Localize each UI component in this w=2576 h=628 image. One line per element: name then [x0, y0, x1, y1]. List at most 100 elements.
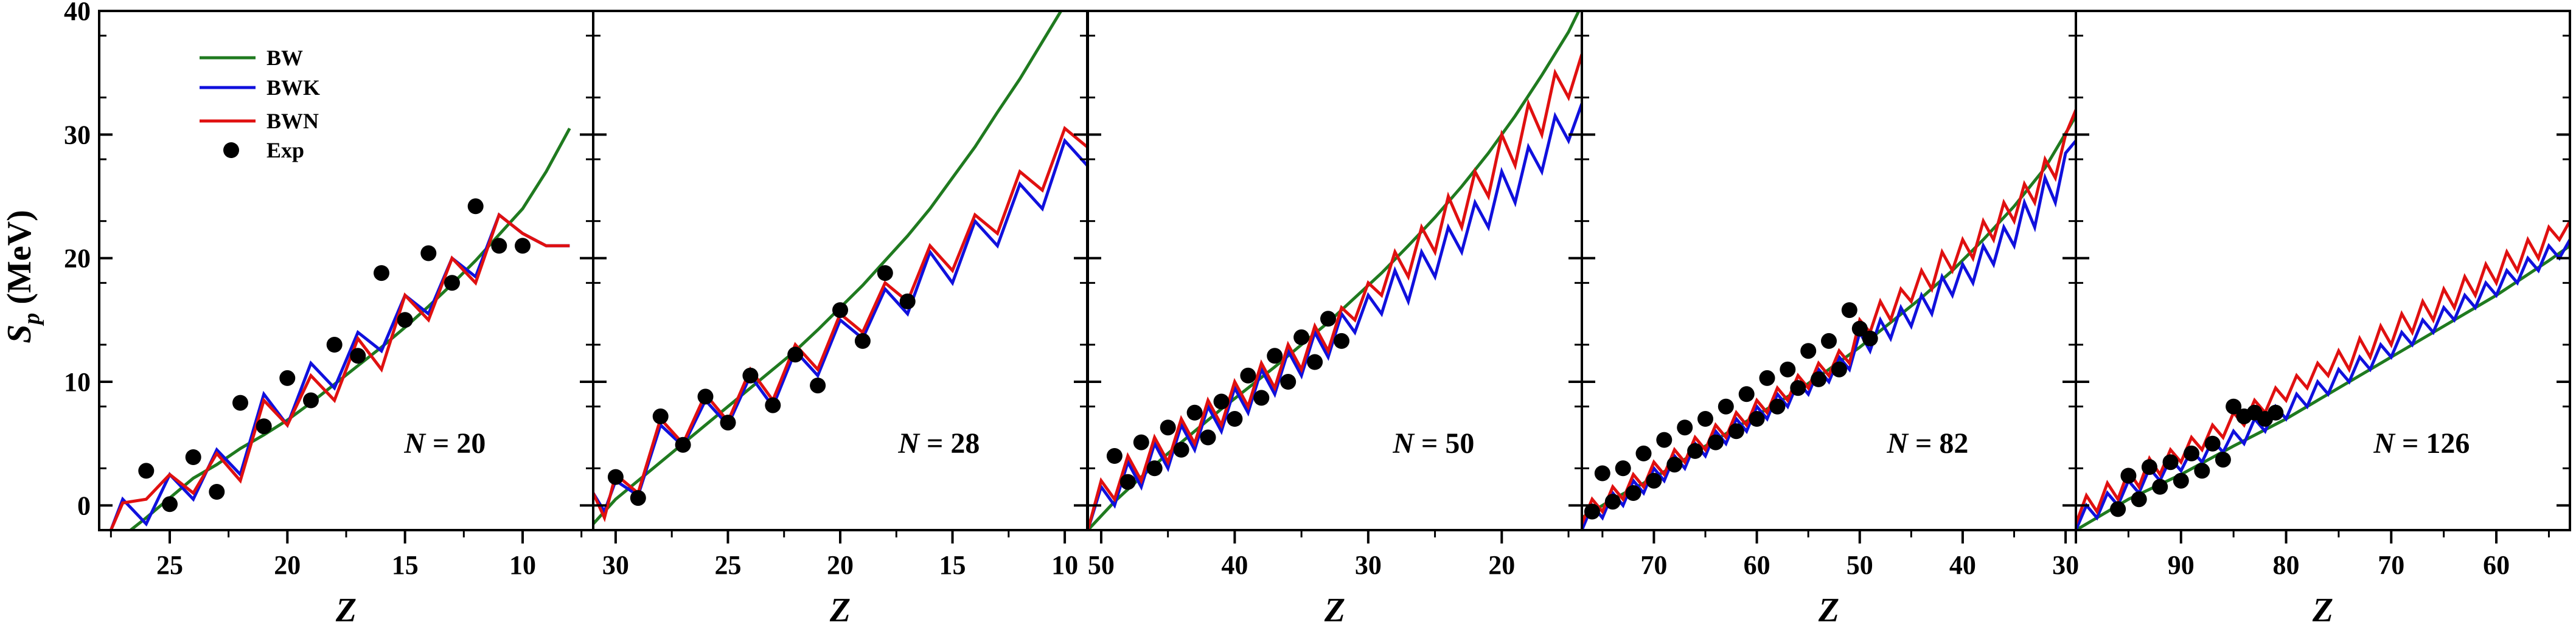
- y-tick-label: 0: [77, 491, 91, 520]
- exp-point: [1253, 390, 1270, 406]
- x-axis-title: Z: [1818, 592, 1839, 628]
- exp-point: [630, 490, 646, 506]
- exp-point: [765, 397, 781, 413]
- plot-area: [1088, 11, 1582, 530]
- exp-point: [138, 463, 155, 479]
- exp-point: [1718, 398, 1734, 415]
- exp-point: [2110, 501, 2126, 517]
- x-tick-label: 90: [2168, 550, 2195, 580]
- x-tick-label: 60: [1744, 550, 1770, 580]
- exp-point: [720, 415, 736, 431]
- exp-point: [1738, 386, 1755, 402]
- n-label-symbol: N: [1392, 427, 1415, 460]
- exp-point: [1841, 302, 1857, 319]
- legend-label-bwn: BWN: [266, 109, 319, 133]
- series-line-bwk: [593, 137, 1087, 516]
- exp-point: [1707, 434, 1724, 450]
- exp-point: [1320, 311, 1336, 327]
- panel-n-label: N = 82: [1886, 427, 1968, 460]
- exp-point: [1119, 474, 1136, 490]
- panel-frame: [2075, 10, 2571, 531]
- plot-area: [593, 11, 1087, 525]
- y-tick-label: 20: [64, 244, 91, 274]
- exp-point: [185, 449, 201, 465]
- exp-point: [675, 436, 691, 453]
- exp-point: [1646, 472, 1662, 489]
- n-label-symbol: N: [897, 427, 921, 460]
- n-label-value: = 20: [425, 427, 486, 460]
- exp-point: [899, 293, 916, 309]
- series-line-bwn: [593, 126, 1087, 523]
- exp-point: [232, 395, 248, 411]
- exp-point: [326, 337, 343, 353]
- exp-point: [2268, 404, 2284, 421]
- exp-point: [303, 392, 319, 409]
- exp-point: [1146, 460, 1163, 477]
- exp-point: [1160, 419, 1176, 436]
- exp-point: [2215, 452, 2231, 468]
- exp-point: [1759, 370, 1775, 386]
- exp-point: [1677, 419, 1693, 436]
- panel-5: 90 80 70 60 N = 126 Z: [2075, 10, 2571, 628]
- exp-point: [607, 469, 624, 485]
- x-axis-title: Z: [829, 592, 851, 628]
- exp-point: [1769, 398, 1786, 415]
- exp-point: [854, 333, 871, 349]
- x-tick-label: 40: [1949, 550, 1976, 580]
- x-axis-title: Z: [335, 592, 357, 628]
- exp-point: [256, 418, 272, 435]
- exp-point: [1780, 361, 1796, 378]
- exp-point: [1106, 448, 1123, 464]
- exp-point: [1635, 445, 1652, 461]
- exp-point: [1625, 485, 1641, 501]
- exp-point: [1186, 404, 1203, 421]
- exp-point: [1280, 374, 1297, 390]
- exp-point: [787, 347, 804, 363]
- exp-point: [2162, 454, 2179, 471]
- exp-point: [1227, 411, 1243, 427]
- panel-3: 50 40 30 20 N = 50 Z: [1087, 10, 1583, 628]
- exp-point: [467, 198, 484, 215]
- series-line-bwk: [1088, 103, 1582, 530]
- exp-point: [374, 265, 389, 281]
- n-label-value: = 82: [1908, 427, 1968, 460]
- n-label-symbol: N: [403, 427, 426, 460]
- legend-marker-exp: [223, 142, 239, 158]
- exp-point: [2173, 472, 2189, 489]
- exp-point: [810, 378, 826, 394]
- exp-point: [1862, 330, 1878, 347]
- exp-point: [1594, 465, 1610, 481]
- exp-point: [2141, 459, 2157, 475]
- exp-point: [1307, 354, 1323, 370]
- series-line-bwk: [2076, 238, 2570, 530]
- exp-point: [1800, 343, 1817, 359]
- x-tick-label: 50: [1088, 550, 1115, 580]
- exp-point: [397, 312, 413, 328]
- exp-point: [1334, 333, 1349, 349]
- exp-point: [1687, 443, 1704, 459]
- exp-point: [2152, 478, 2168, 495]
- series-line-bwn: [1088, 53, 1582, 530]
- x-tick-label: 25: [715, 550, 742, 580]
- exp-point: [2120, 468, 2137, 484]
- x-tick-label: 30: [1355, 550, 1382, 580]
- y-tick-label: 30: [64, 120, 91, 150]
- exp-point: [652, 408, 669, 424]
- series-line-bwn: [110, 212, 570, 530]
- n-label-value: = 126: [2395, 427, 2470, 460]
- x-tick-label: 20: [827, 550, 854, 580]
- n-label-value: = 50: [1414, 427, 1474, 460]
- exp-point: [1213, 393, 1230, 410]
- x-tick-label: 15: [939, 550, 966, 580]
- y-tick-label: 10: [64, 367, 91, 397]
- exp-point: [1656, 432, 1673, 448]
- exp-point: [1267, 348, 1283, 364]
- exp-point: [1200, 429, 1216, 446]
- legend-label-exp: Exp: [266, 138, 304, 162]
- exp-point: [491, 238, 507, 254]
- x-tick-label: 20: [1488, 550, 1515, 580]
- x-tick-label: 30: [2052, 550, 2079, 580]
- n-label-symbol: N: [2373, 427, 2396, 460]
- exp-point: [1851, 320, 1868, 337]
- legend: BW BWK BWN Exp: [200, 46, 320, 162]
